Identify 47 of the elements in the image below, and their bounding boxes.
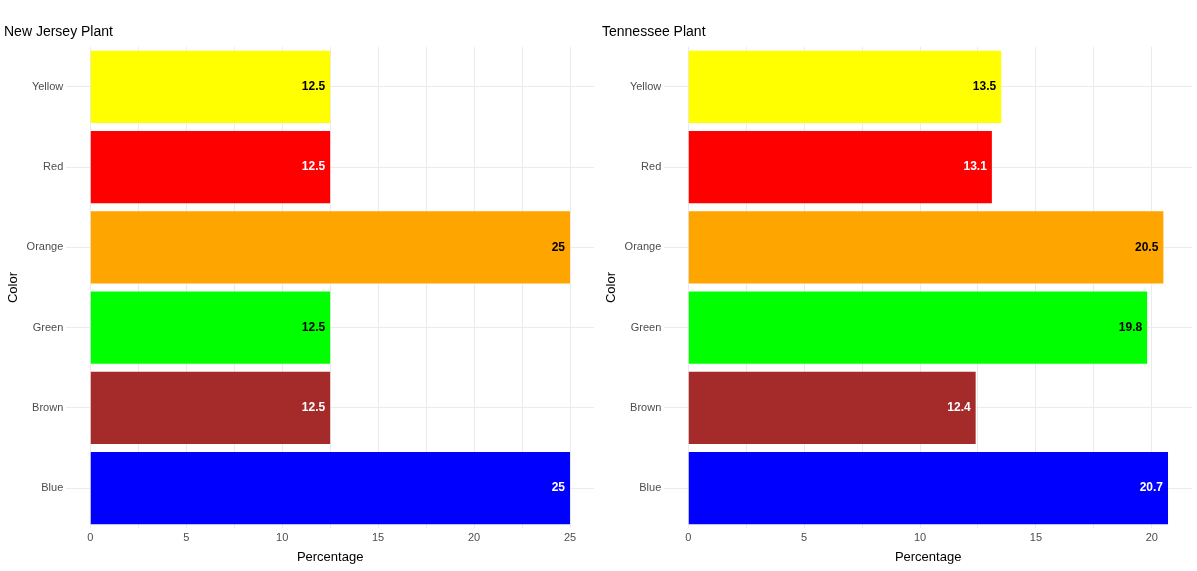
x-tick-label: 10 [276, 530, 289, 543]
y-tick-label: Green [32, 320, 64, 333]
data-label: 12.5 [301, 319, 326, 334]
x-axis-title: Percentage [296, 548, 364, 564]
x-axis-title: Percentage [894, 548, 962, 564]
y-tick-label: Brown [32, 400, 64, 413]
x-tick-label: 0 [87, 530, 94, 543]
bar [688, 451, 1169, 525]
y-tick-label: Red [43, 160, 64, 173]
x-tick-label: 0 [685, 530, 692, 543]
x-tick-label: 25 [563, 530, 577, 543]
data-label: 20.5 [1135, 239, 1159, 254]
data-label: 20.7 [1139, 480, 1164, 495]
data-label: 12.5 [301, 79, 326, 94]
y-tick-label: Blue [639, 481, 662, 494]
data-label: 12.5 [301, 400, 326, 415]
data-label: 25 [551, 480, 566, 495]
bar [688, 131, 992, 204]
x-tick-label: 15 [371, 530, 385, 543]
y-tick-label: Yellow [31, 79, 64, 92]
x-tick-label: 20 [1145, 530, 1158, 543]
bar [688, 291, 1148, 364]
bar [688, 211, 1164, 284]
y-tick-label: Brown [630, 400, 662, 413]
data-label: 13.5 [972, 79, 997, 94]
x-tick-label: 15 [1029, 530, 1043, 543]
bar [688, 50, 1002, 124]
x-tick-label: 10 [913, 530, 927, 543]
bar [688, 371, 976, 444]
y-tick-label: Green [630, 320, 662, 333]
y-tick-label: Yellow [629, 79, 662, 92]
chart-title: New Jersey Plant [4, 23, 114, 40]
y-tick-label: Blue [41, 481, 64, 494]
data-label: 25 [551, 239, 566, 254]
y-tick-label: Orange [624, 240, 662, 253]
y-axis-title: Color [603, 271, 619, 304]
data-label: 12.4 [947, 400, 971, 415]
y-tick-label: Red [641, 160, 662, 173]
data-label: 19.8 [1118, 319, 1143, 334]
x-tick-label: 5 [183, 530, 190, 543]
y-tick-label: Orange [26, 240, 64, 253]
x-tick-label: 20 [467, 530, 481, 543]
chart-title: Tennessee Plant [602, 23, 706, 40]
data-label: 12.5 [301, 159, 326, 174]
data-label: 13.1 [963, 159, 988, 174]
y-axis-title: Color [5, 271, 21, 304]
x-tick-label: 5 [801, 530, 808, 543]
